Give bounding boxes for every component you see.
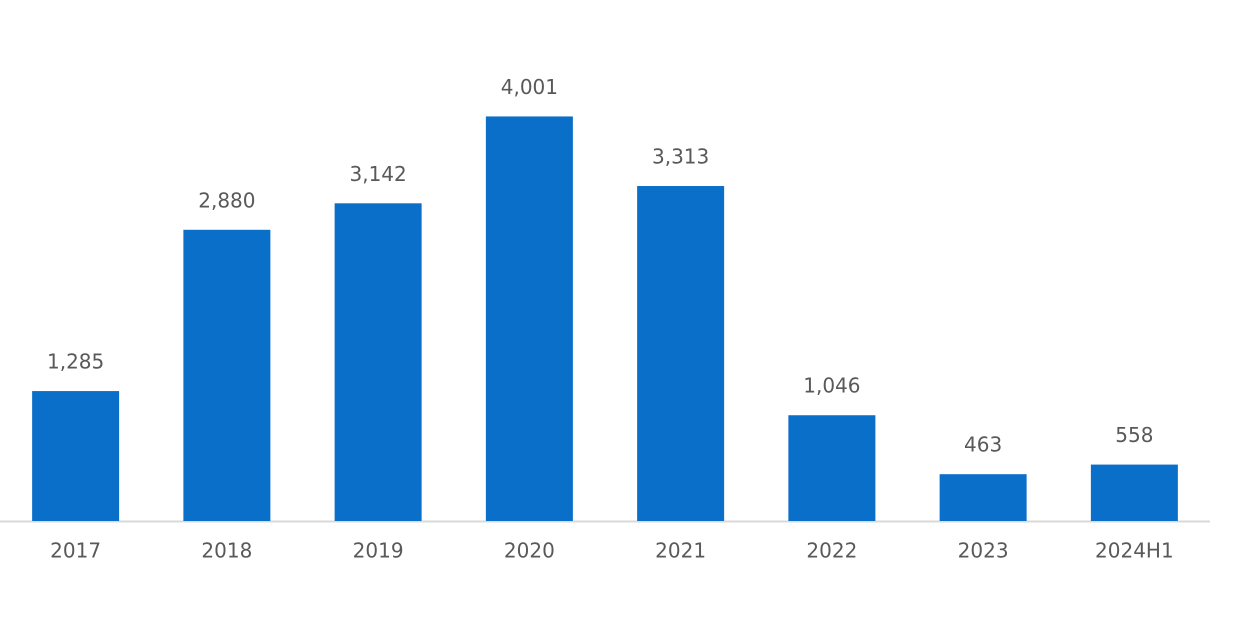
value-label: 3,313 — [652, 145, 709, 169]
value-label: 558 — [1115, 423, 1153, 447]
bar — [788, 415, 876, 521]
bar — [1090, 464, 1178, 521]
value-label: 1,285 — [47, 350, 104, 374]
value-label: 463 — [964, 433, 1002, 457]
value-label: 4,001 — [501, 75, 558, 99]
x-tick-label: 2018 — [201, 539, 252, 563]
bar — [485, 116, 573, 522]
bar — [334, 203, 422, 521]
value-label: 2,880 — [198, 188, 255, 212]
x-tick-label: 2019 — [353, 539, 404, 563]
x-tick-label: 2020 — [504, 539, 555, 563]
x-tick-label: 2022 — [806, 539, 857, 563]
bar — [32, 391, 120, 521]
bar — [939, 474, 1027, 521]
value-label: 3,142 — [349, 162, 406, 186]
x-tick-label: 2024H1 — [1095, 539, 1174, 563]
x-tick-label: 2021 — [655, 539, 706, 563]
x-tick-label: 2017 — [50, 539, 101, 563]
bar — [183, 229, 271, 522]
x-tick-label: 2023 — [958, 539, 1009, 563]
bar — [637, 186, 725, 521]
value-label: 1,046 — [803, 374, 860, 398]
